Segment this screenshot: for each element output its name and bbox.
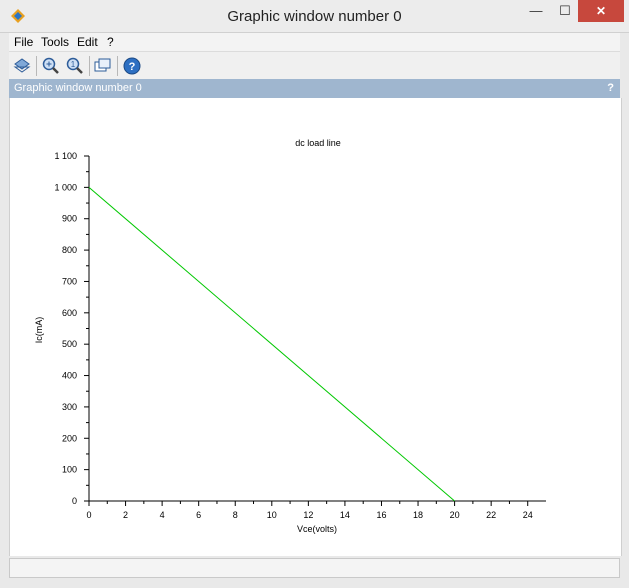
panel-help-button[interactable]: ? (607, 82, 614, 94)
plot-area[interactable]: dc load line 0 2 4 6 8 10 12 14 16 18 20 22 24 0 100 2… (9, 98, 622, 556)
panel-title: Graphic window number 0 (14, 82, 142, 94)
svg-text:1: 1 (71, 60, 76, 69)
title-bar: Graphic window number 0 — ☐ ✕ (0, 0, 629, 33)
help-icon[interactable]: ? (122, 56, 142, 76)
x-tick-label: 12 (303, 510, 313, 520)
rotate-icon[interactable] (12, 56, 32, 76)
close-button[interactable]: ✕ (578, 0, 624, 22)
x-tick-label: 16 (376, 510, 386, 520)
status-bar (9, 558, 620, 578)
y-tick-label: 200 (62, 433, 77, 443)
x-tick-label: 10 (267, 510, 277, 520)
y-tick-label: 900 (62, 214, 77, 224)
menu-file[interactable]: File (14, 35, 34, 49)
x-tick-label: 6 (196, 510, 201, 520)
y-tick-label: 1 000 (54, 182, 77, 192)
svg-text:?: ? (129, 61, 136, 73)
y-tick-label: 600 (62, 308, 77, 318)
toolbar: 1 ? (9, 51, 620, 80)
chart-axes (84, 155, 546, 506)
y-tick-label: 700 (62, 276, 77, 286)
x-tick-label: 20 (450, 510, 460, 520)
y-tick-label: 800 (62, 245, 77, 255)
x-tick-label: 2 (123, 510, 128, 520)
y-tick-label: 300 (62, 402, 77, 412)
x-tick-label: 8 (233, 510, 238, 520)
zoom-reset-icon[interactable]: 1 (65, 56, 85, 76)
panel-header: Graphic window number 0 ? (9, 79, 620, 98)
menu-tools[interactable]: Tools (41, 35, 70, 49)
y-tick-label: 500 (62, 339, 77, 349)
y-tick-label: 0 (72, 496, 77, 506)
datatip-icon[interactable] (93, 56, 113, 76)
y-tick-labels: 0 100 200 300 400 500 600 700 800 900 1 000 1 100 (54, 151, 77, 506)
minimize-button[interactable]: — (529, 3, 543, 18)
y-axis-label: Ic(mA) (34, 317, 44, 344)
x-tick-label: 14 (340, 510, 350, 520)
x-tick-label: 18 (413, 510, 423, 520)
load-line (88, 186, 455, 502)
x-axis-label: Vce(volts) (297, 524, 337, 534)
chart-title: dc load line (295, 138, 341, 148)
menu-edit[interactable]: Edit (77, 35, 98, 49)
x-tick-label: 4 (160, 510, 165, 520)
x-tick-label: 24 (523, 510, 533, 520)
y-tick-label: 1 100 (54, 151, 77, 161)
maximize-button[interactable]: ☐ (559, 3, 571, 18)
x-tick-label: 22 (486, 510, 496, 520)
toolbar-separator (36, 56, 37, 76)
x-tick-labels: 0 2 4 6 8 10 12 14 16 18 20 22 24 (86, 510, 532, 520)
zoom-icon[interactable] (41, 56, 61, 76)
scilab-app-icon (11, 9, 25, 23)
toolbar-separator (89, 56, 90, 76)
window-title: Graphic window number 0 (227, 8, 402, 25)
series-layer (88, 186, 455, 502)
y-tick-label: 400 (62, 371, 77, 381)
menu-help[interactable]: ? (107, 35, 114, 49)
toolbar-separator (117, 56, 118, 76)
y-tick-label: 100 (62, 465, 77, 475)
menu-bar: File Tools Edit ? (9, 33, 620, 51)
load-line-chart[interactable]: dc load line 0 2 4 6 8 10 12 14 16 18 20 22 24 01002… (10, 98, 621, 556)
x-tick-label: 0 (86, 510, 91, 520)
